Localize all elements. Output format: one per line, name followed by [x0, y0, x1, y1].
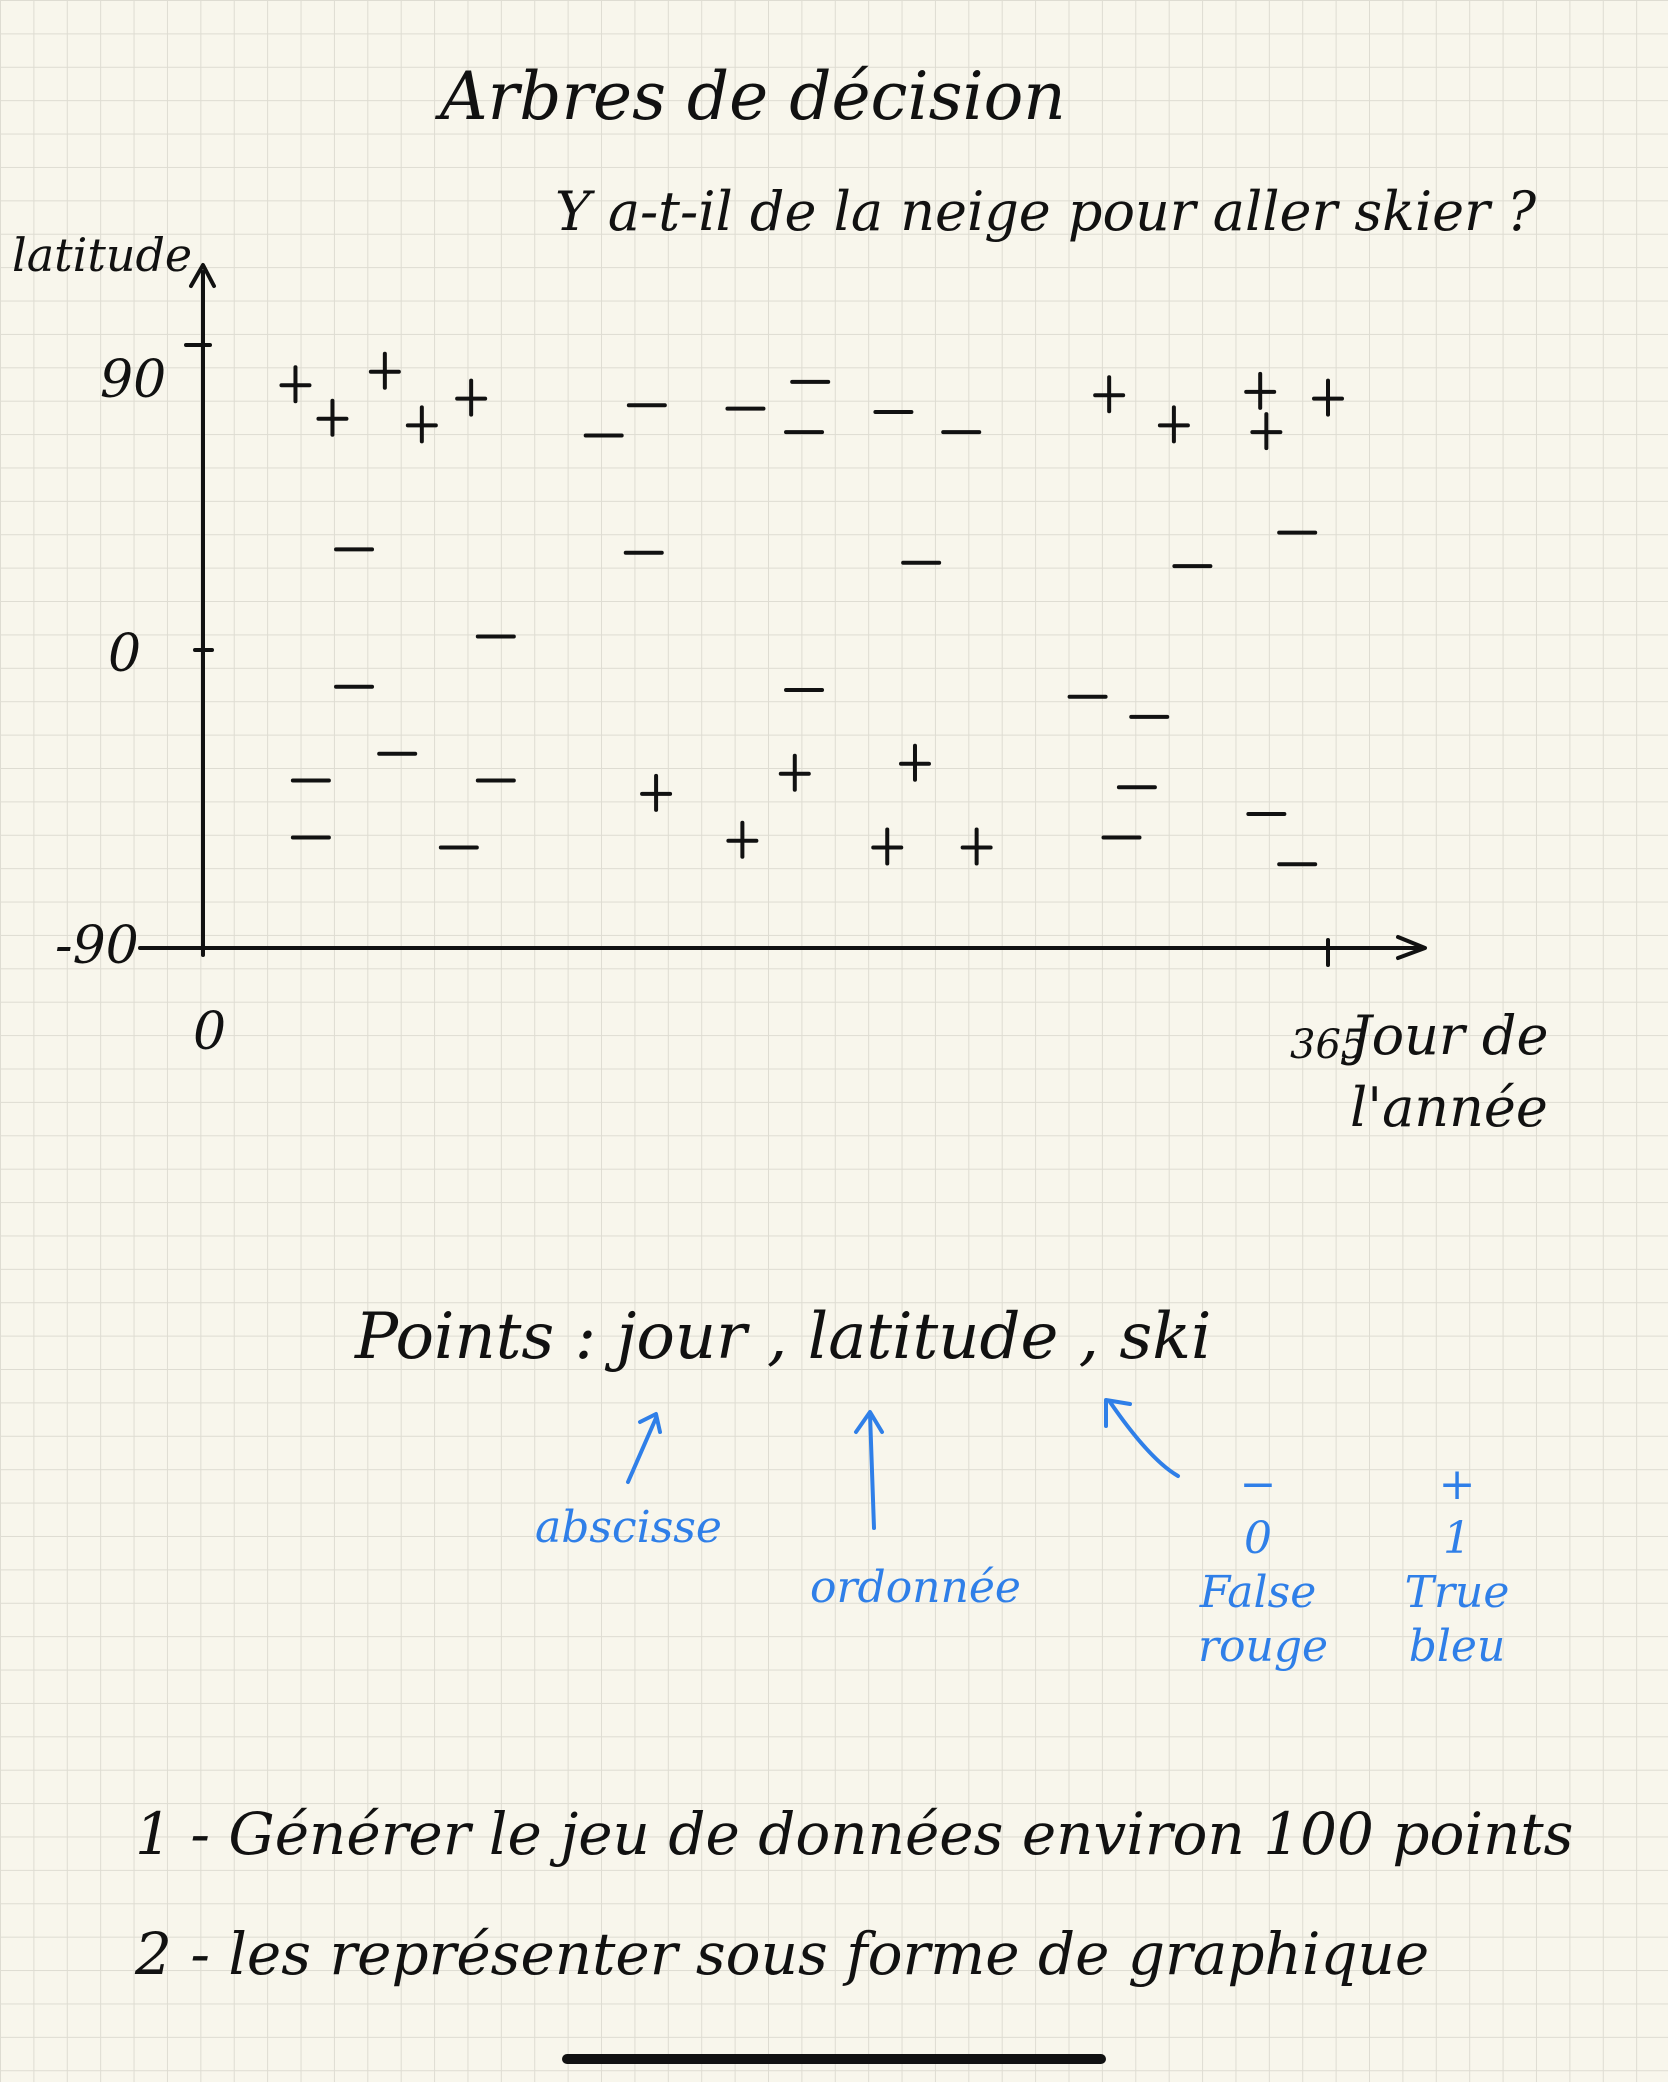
diagram-subtitle: Y a-t-il de la neige pour aller skier ?	[555, 180, 1537, 243]
plus-point-2	[455, 378, 488, 417]
legend-minus: − 0 False rouge	[1198, 1458, 1329, 1674]
legend-minus-color: rouge	[1198, 1621, 1329, 1672]
label-abscisse: abscisse	[535, 1502, 722, 1553]
arrow-ordonnee	[854, 1410, 884, 1530]
legend-minus-symbol: −	[1239, 1459, 1277, 1510]
points-sep-1: ,	[746, 1300, 808, 1374]
y-tick-minus-90: -90	[55, 916, 139, 976]
y-tick-0: 0	[108, 624, 142, 684]
plus-point-13	[726, 820, 759, 859]
legend-plus-bool: True	[1404, 1567, 1510, 1618]
task-1: 1 - Générer le jeu de données environ 10…	[135, 1800, 1574, 1868]
y-axis-label: latitude	[12, 228, 193, 282]
plus-point-15	[960, 827, 993, 866]
plot-marks	[279, 351, 1344, 867]
x-axis-arrowhead	[1396, 935, 1427, 960]
plus-point-12	[898, 743, 931, 782]
points-ski: ski	[1119, 1300, 1212, 1374]
legend-plus-color: bleu	[1408, 1621, 1506, 1672]
y-tick-90: 90	[100, 350, 167, 410]
points-definition: Points : jour , latitude , ski	[355, 1300, 1211, 1374]
task-2: 2 - les représenter sous forme de graphi…	[135, 1920, 1430, 1988]
legend-minus-bool: False	[1199, 1567, 1317, 1618]
plus-point-0	[279, 365, 312, 404]
y-axis-arrowhead	[189, 263, 216, 288]
points-jour: jour	[616, 1300, 747, 1374]
plus-point-11	[778, 753, 811, 792]
plus-point-5	[1093, 375, 1126, 414]
diagram-title: Arbres de décision	[440, 58, 1066, 135]
plus-point-9	[1250, 412, 1283, 451]
plus-point-14	[871, 827, 904, 866]
points-latitude: latitude	[807, 1300, 1059, 1374]
plus-point-8	[1157, 405, 1190, 444]
plus-point-10	[640, 773, 673, 812]
label-ordonnee: ordonnée	[810, 1562, 1021, 1613]
x-tick-0: 0	[193, 1002, 227, 1062]
plus-point-3	[316, 398, 349, 437]
plot-axes	[138, 263, 1427, 967]
home-indicator[interactable]	[562, 2054, 1106, 2064]
x-axis-label: Jour de l'année	[1350, 1004, 1549, 1139]
points-prefix: Points :	[355, 1300, 617, 1374]
legend-plus: + 1 True bleu	[1382, 1458, 1532, 1674]
plus-point-6	[1244, 371, 1277, 410]
x-tick-365: 365	[1290, 1022, 1367, 1068]
legend-minus-value: 0	[1244, 1513, 1272, 1564]
legend-plus-symbol: +	[1438, 1459, 1476, 1510]
plus-point-4	[405, 405, 438, 444]
plus-point-7	[1312, 378, 1344, 417]
arrow-abscisse	[626, 1412, 662, 1484]
plus-point-1	[368, 351, 401, 390]
points-sep-2: ,	[1058, 1300, 1120, 1374]
legend-plus-value: 1	[1443, 1513, 1471, 1564]
arrow-ski	[1104, 1398, 1180, 1478]
